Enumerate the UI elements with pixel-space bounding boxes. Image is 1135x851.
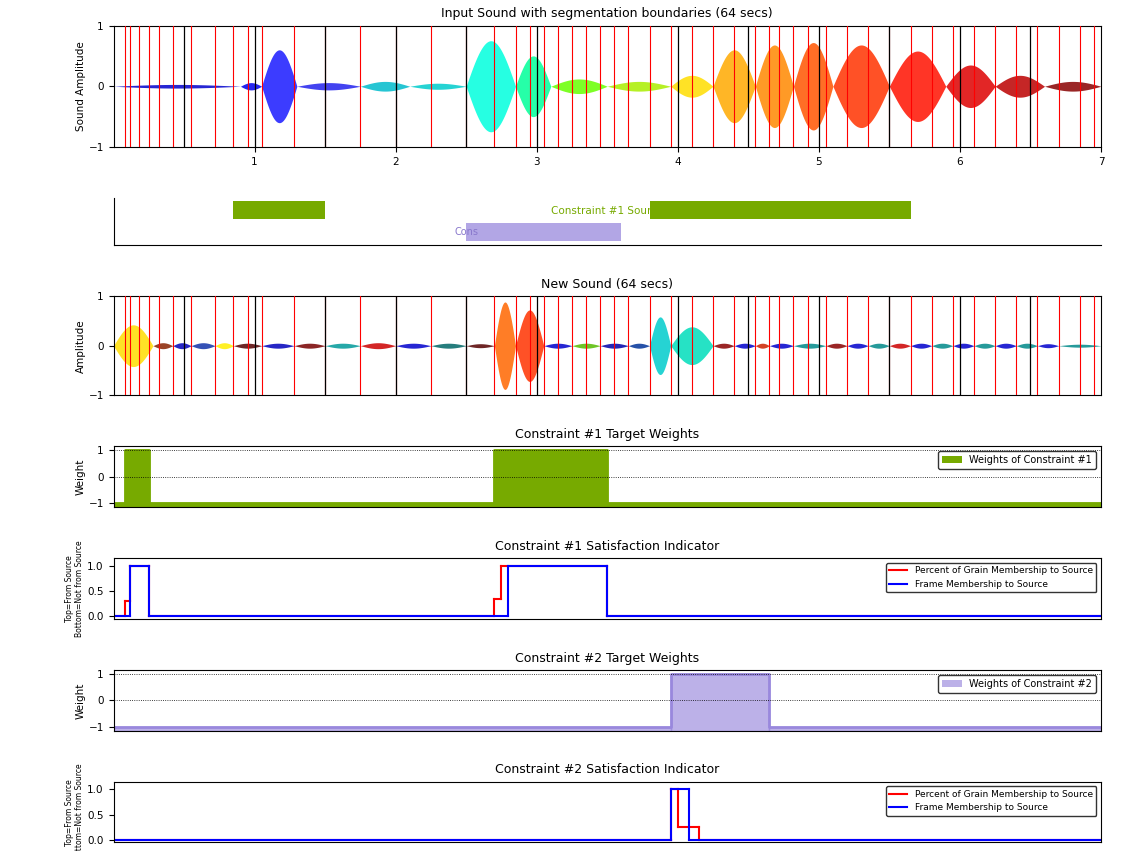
Title: Constraint #2 Satisfaction Indicator: Constraint #2 Satisfaction Indicator	[495, 763, 720, 776]
Legend: Weights of Constraint #1: Weights of Constraint #1	[939, 451, 1096, 469]
Text: Constraint #1 Source: Constraint #1 Source	[552, 206, 663, 216]
Bar	[649, 202, 910, 220]
Legend: Percent of Grain Membership to Source, Frame Membership to Source: Percent of Grain Membership to Source, F…	[885, 786, 1096, 816]
Title: Input Sound with segmentation boundaries (64 secs): Input Sound with segmentation boundaries…	[442, 7, 773, 20]
Legend: Percent of Grain Membership to Source, Frame Membership to Source: Percent of Grain Membership to Source, F…	[885, 563, 1096, 592]
Bar	[234, 202, 325, 220]
Y-axis label: Sound Amplitude: Sound Amplitude	[76, 42, 85, 131]
Y-axis label: Amplitude: Amplitude	[76, 319, 85, 373]
Title: New Sound (64 secs): New Sound (64 secs)	[541, 277, 673, 291]
Text: Cons: Cons	[455, 227, 479, 237]
Y-axis label: Top=From Source
Bottom=Not from Source: Top=From Source Bottom=Not from Source	[65, 764, 84, 851]
Bar	[466, 223, 621, 241]
Y-axis label: Weight: Weight	[76, 459, 85, 495]
Title: Constraint #2 Target Weights: Constraint #2 Target Weights	[515, 652, 699, 665]
Text: Constraint Sources: Constraint Sources	[565, 315, 664, 324]
Legend: Weights of Constraint #2: Weights of Constraint #2	[939, 675, 1096, 693]
Y-axis label: Top=From Source
Bottom=Not from Source: Top=From Source Bottom=Not from Source	[65, 540, 84, 637]
Title: Constraint #1 Target Weights: Constraint #1 Target Weights	[515, 428, 699, 441]
Y-axis label: Weight: Weight	[76, 683, 85, 718]
Title: Constraint #1 Satisfaction Indicator: Constraint #1 Satisfaction Indicator	[495, 540, 720, 553]
